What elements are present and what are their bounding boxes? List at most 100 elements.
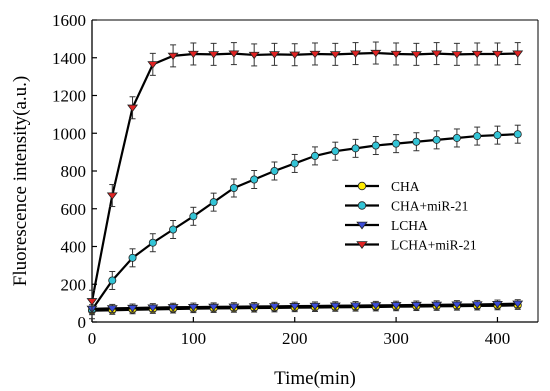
data-point: [491, 50, 503, 59]
series-cha-mir-21: [88, 124, 522, 320]
y-tick-label: 1400: [52, 49, 86, 68]
series-line: [91, 133, 518, 311]
data-point: [350, 302, 362, 310]
data-point: [250, 175, 259, 184]
data-point: [169, 225, 178, 234]
data-point: [228, 303, 240, 311]
data-point: [127, 304, 139, 313]
legend-marker: [357, 181, 367, 191]
data-point: [451, 51, 463, 59]
y-tick-label: 1200: [52, 87, 86, 106]
x-tick-label: 0: [88, 329, 97, 348]
data-point: [147, 61, 159, 69]
legend: CHA CHA+miR-21 LCHA LCHA+miR-21: [345, 179, 477, 253]
data-point: [412, 137, 421, 146]
data-point: [106, 192, 118, 200]
data-point: [309, 302, 321, 311]
data-point: [268, 303, 280, 311]
legend-marker: [356, 241, 368, 249]
x-axis-title: Time(min): [274, 368, 356, 389]
legend-item: LCHA+miR-21: [345, 238, 477, 253]
legend-marker: [356, 221, 368, 230]
legend-item: CHA: [345, 179, 420, 194]
data-point: [208, 303, 220, 312]
series-line: [91, 302, 518, 310]
series-lcha: [86, 299, 524, 314]
y-axis-title: Fluorescence intensity(a.u.): [10, 76, 31, 287]
y-tick-label: 1000: [52, 124, 86, 143]
data-point: [350, 50, 362, 58]
data-point: [452, 133, 461, 142]
data-point: [289, 51, 301, 60]
series-layer: [86, 41, 524, 320]
data-point: [410, 301, 422, 310]
data-point: [208, 51, 220, 59]
data-point: [268, 51, 280, 59]
data-point: [351, 144, 360, 153]
data-point: [493, 131, 502, 140]
data-point: [451, 301, 463, 309]
data-point: [512, 300, 524, 308]
x-tick-label: 100: [181, 329, 207, 348]
data-point: [147, 304, 159, 312]
data-point: [127, 104, 139, 113]
data-point: [473, 132, 482, 141]
series-line: [91, 304, 518, 312]
data-point: [167, 304, 179, 312]
data-point: [370, 49, 382, 58]
y-tick-label: 200: [61, 275, 87, 294]
legend-item: LCHA: [345, 218, 428, 233]
data-point: [392, 139, 401, 148]
data-point: [331, 147, 340, 156]
data-point: [270, 166, 279, 175]
data-point: [310, 151, 319, 160]
legend-item: CHA+miR-21: [345, 199, 468, 214]
y-tick-label: 800: [61, 162, 87, 181]
legend-label: CHA+miR-21: [391, 199, 468, 214]
data-point: [248, 303, 260, 311]
data-point: [106, 305, 118, 313]
data-point: [167, 52, 179, 61]
data-point: [108, 276, 117, 285]
x-tick-label: 300: [383, 329, 409, 348]
axes: 0 200 400 600 800 1000 1200 1400 1600 0 100 200 300 4…: [52, 11, 539, 348]
data-point: [187, 303, 199, 312]
y-tick-label: 400: [61, 238, 87, 257]
data-point: [289, 303, 301, 311]
data-point: [309, 50, 321, 59]
x-tick-label: 400: [485, 329, 511, 348]
legend-label: LCHA: [391, 218, 428, 233]
series-lcha-mir-21: [86, 41, 524, 313]
data-point: [410, 51, 422, 59]
data-point: [513, 130, 522, 139]
data-point: [329, 51, 341, 59]
data-point: [189, 212, 198, 221]
series-line: [90, 51, 518, 302]
legend-marker: [357, 201, 367, 210]
data-point: [329, 302, 341, 311]
data-point: [471, 301, 483, 309]
data-point: [491, 300, 503, 309]
data-point: [128, 253, 137, 262]
data-point: [228, 50, 240, 58]
data-point: [390, 302, 402, 310]
legend-label: CHA: [391, 179, 420, 194]
data-point: [187, 50, 199, 59]
data-point: [431, 50, 443, 58]
data-point: [148, 238, 157, 247]
x-tick-label: 200: [282, 329, 308, 348]
y-tick-label: 0: [78, 313, 87, 332]
data-point: [86, 298, 98, 306]
y-tick-label: 1600: [52, 11, 86, 30]
data-point: [471, 50, 483, 59]
data-point: [432, 135, 441, 144]
data-point: [370, 302, 382, 310]
y-tick-label: 600: [61, 200, 87, 219]
data-point: [512, 50, 524, 58]
data-point: [248, 51, 260, 60]
legend-label: LCHA+miR-21: [391, 238, 477, 253]
data-point: [229, 183, 238, 192]
data-point: [290, 159, 299, 168]
data-point: [390, 50, 402, 59]
